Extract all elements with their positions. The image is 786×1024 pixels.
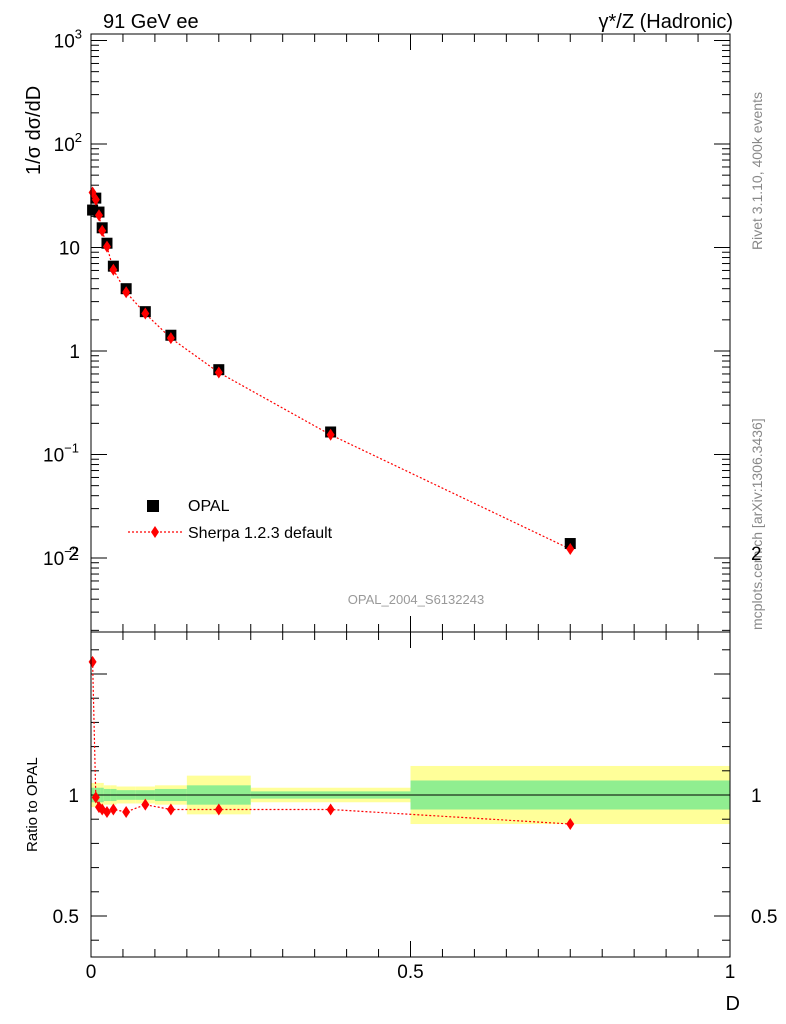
y-tick-label: 10−1 [43, 441, 79, 467]
y-tick-label: 10−2 [43, 544, 79, 570]
legend: OPAL Sherpa 1.2.3 default [128, 498, 333, 542]
ratio-sherpa-marker [102, 805, 111, 818]
legend-opal-label: OPAL [188, 498, 230, 515]
y-tick-label: 102 [54, 130, 82, 156]
ratio-x-tick-labels: 0 0.5 1 [86, 962, 736, 983]
sherpa-marker [122, 286, 131, 299]
sherpa-marker [91, 193, 100, 206]
sherpa-marker [166, 332, 175, 345]
side-text-mcplots: mcplots.cern.ch [arXiv:1306.3436] [749, 418, 765, 630]
ratio-sherpa-marker [109, 803, 118, 816]
legend-opal-marker [147, 500, 159, 512]
header-right: γ*/Z (Hadronic) [599, 11, 733, 33]
sherpa-marker [141, 307, 150, 320]
ratio-y-tick-label: 1 [68, 786, 79, 807]
ratio-sherpa-marker [166, 803, 175, 816]
ratio-y-tick-label: 0.5 [53, 907, 79, 928]
main-markers [87, 186, 576, 556]
x-axis-label: D [726, 993, 740, 1015]
ratio-y-tick-label-right: 1 [751, 786, 762, 807]
x-tick-label: 0.5 [397, 962, 423, 983]
sherpa-marker [109, 263, 118, 276]
ratio-sherpa-marker [88, 655, 97, 668]
sherpa-marker [94, 209, 103, 222]
ratio-y-tick-label-right: 2 [751, 544, 762, 565]
sherpa-marker [214, 366, 223, 379]
main-y-axis-label: 1/σ dσ/dD [23, 86, 45, 175]
y-tick-label: 1 [69, 342, 80, 363]
sherpa-marker [98, 224, 107, 237]
legend-sherpa-marker [151, 526, 159, 538]
main-frame [90, 33, 731, 633]
ratio-y-tick-labels: 0.5 0.5 1 1 2 2 [53, 544, 778, 928]
ratio-panel: 0.5 0.51 12 2 0 0.5 1 [53, 544, 778, 983]
sherpa-line [92, 192, 571, 550]
main-y-tick-labels: 10−2 10−1 1 10 102 103 [43, 27, 82, 571]
main-ticks [90, 34, 731, 632]
ratio-sherpa-marker [326, 803, 335, 816]
sherpa-marker [566, 543, 575, 556]
ratio-y-axis-label: Ratio to OPAL [24, 757, 41, 852]
x-tick-label: 0 [86, 962, 97, 983]
ratio-sherpa-marker [214, 803, 223, 816]
ratio-frame [90, 631, 731, 958]
ratio-sherpa-marker [91, 791, 100, 804]
main-panel: 10−2 10−1 1 10 102 103 [43, 27, 731, 633]
ratio-sherpa-marker [122, 805, 131, 818]
sherpa-marker [102, 240, 111, 253]
ratio-y-tick-label: 2 [68, 544, 79, 565]
ratio-sherpa-marker [566, 818, 575, 831]
ratio-y-tick-label-right: 0.5 [751, 907, 777, 928]
sherpa-marker [326, 428, 335, 441]
y-tick-label: 103 [54, 27, 82, 53]
x-tick-label: 1 [725, 962, 736, 983]
ratio-ticks [90, 632, 731, 957]
header-left: 91 GeV ee [103, 11, 199, 33]
opal-marker [87, 204, 99, 216]
analysis-label: OPAL_2004_S6132243 [348, 592, 484, 607]
ratio-sherpa-marker [141, 798, 150, 811]
legend-sherpa-label: Sherpa 1.2.3 default [188, 525, 333, 542]
side-text-rivet: Rivet 3.1.10, 400k events [749, 92, 765, 250]
y-tick-label: 10 [59, 239, 80, 260]
